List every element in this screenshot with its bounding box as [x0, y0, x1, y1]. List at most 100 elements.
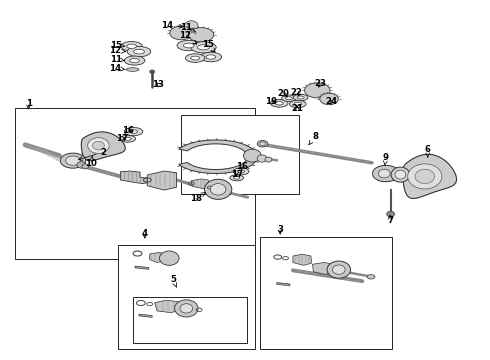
Circle shape: [332, 265, 345, 274]
Polygon shape: [155, 300, 181, 313]
Text: 16: 16: [122, 126, 134, 135]
Ellipse shape: [320, 93, 338, 105]
Circle shape: [180, 304, 193, 313]
Polygon shape: [372, 165, 400, 182]
Ellipse shape: [124, 127, 143, 136]
Ellipse shape: [191, 56, 199, 60]
Ellipse shape: [130, 58, 140, 63]
Ellipse shape: [183, 43, 194, 48]
Ellipse shape: [200, 52, 221, 62]
Ellipse shape: [286, 97, 293, 100]
Circle shape: [93, 141, 104, 150]
Ellipse shape: [120, 135, 136, 142]
Text: 17: 17: [116, 134, 128, 143]
Bar: [133, 297, 247, 343]
Ellipse shape: [257, 140, 268, 147]
Bar: [118, 244, 255, 348]
Polygon shape: [139, 314, 152, 318]
Ellipse shape: [170, 26, 193, 40]
Polygon shape: [135, 266, 149, 269]
Text: 14: 14: [109, 64, 125, 73]
Text: 14: 14: [161, 21, 183, 30]
Text: 8: 8: [309, 132, 318, 145]
Ellipse shape: [134, 49, 145, 54]
Ellipse shape: [305, 83, 330, 98]
Text: 17: 17: [231, 170, 243, 179]
Ellipse shape: [197, 45, 209, 50]
Text: 20: 20: [277, 89, 289, 98]
Text: 6: 6: [425, 145, 431, 157]
Text: 11: 11: [110, 55, 125, 64]
Circle shape: [77, 162, 86, 168]
Circle shape: [184, 21, 198, 31]
Circle shape: [257, 155, 267, 162]
Circle shape: [159, 251, 179, 265]
Polygon shape: [277, 283, 290, 286]
Text: 22: 22: [290, 87, 302, 96]
Circle shape: [244, 149, 261, 162]
Text: 15: 15: [202, 40, 215, 52]
Ellipse shape: [191, 42, 216, 53]
Circle shape: [174, 300, 198, 317]
Polygon shape: [81, 132, 125, 161]
Text: 9: 9: [383, 153, 389, 165]
Text: 10: 10: [85, 156, 97, 168]
Text: 11: 11: [180, 23, 196, 32]
Circle shape: [82, 164, 89, 169]
Polygon shape: [293, 254, 312, 265]
Ellipse shape: [127, 46, 151, 57]
Ellipse shape: [130, 130, 138, 133]
Ellipse shape: [395, 170, 406, 179]
Polygon shape: [191, 179, 210, 189]
Ellipse shape: [260, 142, 266, 145]
Text: 18: 18: [190, 192, 206, 203]
Circle shape: [204, 179, 232, 199]
Circle shape: [150, 70, 155, 73]
Ellipse shape: [127, 44, 137, 48]
Ellipse shape: [206, 55, 216, 59]
Text: 23: 23: [315, 80, 327, 89]
Ellipse shape: [230, 175, 244, 181]
Text: 15: 15: [110, 41, 125, 50]
Bar: [260, 237, 392, 348]
Ellipse shape: [66, 156, 80, 165]
Ellipse shape: [270, 99, 288, 107]
Text: 12: 12: [109, 46, 125, 55]
Text: 24: 24: [325, 97, 338, 106]
Polygon shape: [121, 171, 147, 184]
Ellipse shape: [238, 170, 245, 173]
Text: 21: 21: [291, 104, 303, 113]
Ellipse shape: [188, 28, 214, 42]
Text: 3: 3: [277, 225, 283, 234]
Ellipse shape: [297, 96, 304, 99]
Bar: [181, 116, 299, 194]
Circle shape: [387, 211, 394, 217]
Text: 19: 19: [266, 97, 277, 106]
Ellipse shape: [275, 102, 283, 105]
Polygon shape: [403, 154, 457, 198]
Ellipse shape: [233, 168, 249, 175]
Text: 5: 5: [170, 275, 176, 287]
Polygon shape: [313, 262, 334, 274]
Polygon shape: [150, 252, 166, 262]
Ellipse shape: [282, 95, 296, 102]
Ellipse shape: [124, 137, 131, 140]
Circle shape: [210, 184, 226, 195]
Text: 7: 7: [387, 215, 393, 225]
Text: 2: 2: [78, 148, 106, 160]
Ellipse shape: [124, 56, 145, 65]
Ellipse shape: [121, 41, 143, 51]
Bar: [15, 108, 255, 259]
Text: 4: 4: [142, 229, 148, 238]
Ellipse shape: [126, 68, 139, 71]
Text: 1: 1: [25, 99, 31, 109]
Ellipse shape: [367, 275, 375, 279]
Text: 12: 12: [179, 31, 197, 44]
Text: 16: 16: [236, 162, 248, 171]
Polygon shape: [147, 171, 176, 190]
Circle shape: [408, 164, 442, 189]
Polygon shape: [179, 140, 257, 174]
Ellipse shape: [294, 102, 302, 106]
Circle shape: [378, 169, 390, 178]
Ellipse shape: [294, 94, 308, 101]
